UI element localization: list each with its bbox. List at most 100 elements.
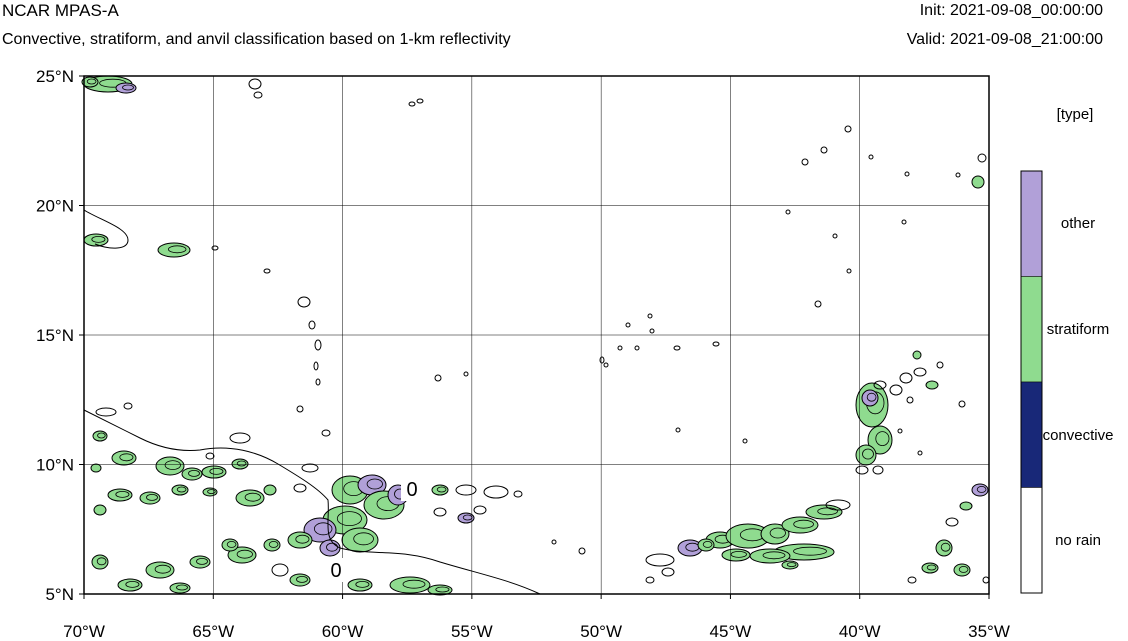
precip-cell [314,339,322,351]
precip-cell [647,313,653,319]
precip-cell [434,374,442,382]
precip-cell-inner-contour [875,431,890,447]
precip-cell-inner-contour [244,492,261,502]
precip-cell [313,361,319,371]
precip-cell [263,268,271,274]
contour-label-1: 0 [401,477,423,501]
precip-cell [661,567,675,577]
precip-cell-inner-contour [115,490,130,498]
lon-tick-label: 40°W [839,622,881,641]
precip-cell [578,547,586,555]
precip-cell [157,242,191,258]
precip-cell [211,245,219,251]
lat-tick-label: 20°N [36,197,74,216]
precip-cell [959,501,973,511]
precip-cell-inner-contour [435,586,450,593]
precip-cell [904,171,910,177]
precip-cell [634,345,640,351]
precip-cell [649,328,655,334]
valid-time: Valid: 2021-09-08_21:00:00 [906,31,1103,48]
precip-cell-inner-contour [96,557,107,566]
precip-cell [977,153,987,163]
legend-colorbar [1020,170,1043,594]
precip-cell [123,402,133,410]
precip-cell-inner-contour [167,245,187,254]
precip-cell [189,555,211,569]
precip-cell-inner-contour [702,541,713,548]
precip-cell-inner-contour [793,546,827,556]
legend-label-stratiform: stratiform [1046,321,1110,338]
precip-cell [625,322,631,328]
precip-cell [201,465,227,479]
precip-cell [906,396,914,404]
lon-tick-label: 45°W [710,622,752,641]
legend-swatch [1020,170,1043,277]
precip-cell [139,491,161,505]
precip-cell [408,101,416,107]
precip-cell [315,378,321,386]
map-subtitle: Convective, stratiform, and anvil classi… [2,31,511,48]
precip-cell-inner-contour [122,84,134,91]
precip-cell [917,450,923,456]
precip-cell [599,356,605,364]
precip-cell-inner-contour [940,542,951,552]
precip-cell [248,78,262,90]
precip-cell-inner-contour [314,522,333,536]
lat-lon-grid [84,76,989,594]
precip-cell [229,432,251,444]
precip-cell [296,405,304,413]
precip-cell-inner-contour [196,558,208,565]
precip-cell-inner-contour [207,489,216,495]
precip-cell-inner-contour [976,485,987,493]
precip-cell [912,350,922,360]
precip-cell [945,517,959,527]
svg-text:0: 0 [406,479,417,501]
precip-cell [846,268,852,274]
lat-tick-label: 10°N [36,456,74,475]
precip-cell [433,507,447,517]
precip-cell [675,427,681,433]
precip-cell [832,233,838,239]
precip-cell [235,489,265,507]
precip-cells [81,75,990,596]
precip-cell [925,380,939,390]
precip-cell [341,527,379,553]
precip-cell [872,465,884,475]
precip-cell [473,505,487,515]
precip-cell [855,465,869,475]
precip-cell-inner-contour [862,448,874,460]
precip-cell [169,582,191,594]
precip-cell [293,483,307,493]
precip-cell [889,384,903,396]
precip-cell-inner-contour [769,527,786,539]
precip-cell [181,467,203,481]
precip-cell [645,553,675,567]
lon-tick-label: 35°W [968,622,1010,641]
precip-cell-inner-contour [402,579,426,589]
legend-label-convective: convective [1042,427,1114,444]
precip-cell [416,98,424,104]
precip-cell [93,504,107,516]
legend-title: [type] [1056,106,1094,123]
precip-cell [287,531,313,549]
legend-swatch [1020,276,1043,383]
precip-cell [955,172,961,178]
lon-tick-label: 55°W [451,622,493,641]
precip-cell-inner-contour [958,566,969,573]
lat-tick-label: 25°N [36,67,74,86]
init-time: Init: 2021-09-08_00:00:00 [919,2,1103,19]
precip-cell [958,400,966,408]
lon-tick-label: 70°W [63,622,105,641]
precip-cell-inner-contour [236,460,247,467]
precip-cell [115,82,137,94]
precip-cell [982,576,990,584]
precip-cell-inner-contour [926,564,937,571]
precip-cell-inner-contour [154,564,171,574]
precip-cell [907,576,917,584]
precip-cell [145,561,175,579]
contour-label-2: 0 [325,558,347,582]
precip-cell [389,576,431,594]
legend-swatch [1020,381,1043,488]
precip-cell-inner-contour [188,469,200,477]
precip-cell-inner-contour [366,478,383,490]
